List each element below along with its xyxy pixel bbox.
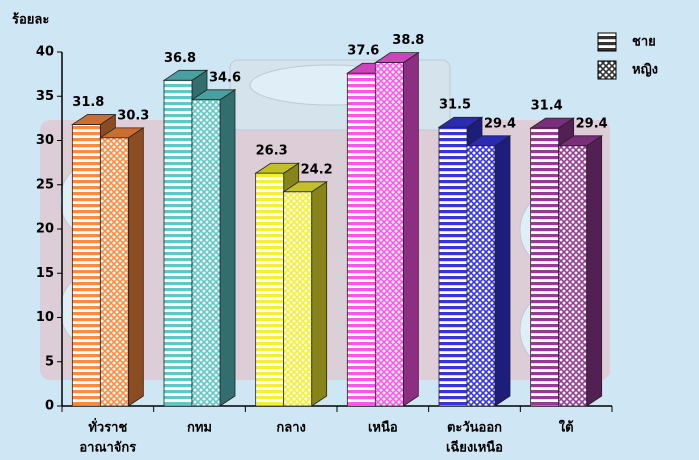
- bar: [99, 137, 129, 407]
- bar-side: [311, 181, 328, 407]
- value-label: 29.4: [576, 116, 608, 131]
- value-label: 31.8: [72, 95, 104, 110]
- bar-side: [494, 135, 511, 407]
- y-tick-label: 25: [36, 177, 54, 192]
- y-tick-label: 40: [36, 45, 54, 60]
- value-label: 26.3: [256, 144, 288, 159]
- value-label: 38.8: [392, 33, 424, 48]
- x-tick-label: เฉียงเหนือ: [446, 440, 503, 456]
- value-label: 34.6: [209, 70, 241, 85]
- bar: [530, 127, 560, 407]
- legend-swatch: [597, 32, 617, 52]
- y-tick-label: 30: [36, 133, 54, 148]
- legend-label: ชาย: [632, 35, 656, 50]
- value-label: 36.8: [164, 51, 196, 66]
- y-axis-title: ร้อยละ: [12, 12, 49, 28]
- x-tick-label: กลาง: [276, 421, 306, 436]
- value-label: 24.2: [301, 162, 333, 177]
- bar: [558, 145, 588, 407]
- value-label: 37.6: [347, 44, 379, 59]
- x-tick-label: ตะวันออก: [447, 421, 502, 436]
- y-tick-label: 5: [45, 354, 54, 369]
- y-tick-label: 15: [36, 266, 54, 281]
- bar: [71, 124, 101, 407]
- x-tick-label: ทั่วราช: [88, 418, 127, 436]
- bar: [283, 191, 313, 407]
- bar: [374, 62, 404, 407]
- x-tick-label: ใต้: [559, 419, 574, 436]
- bar-side: [402, 51, 419, 407]
- bar: [438, 126, 468, 407]
- legend-swatch: [597, 60, 617, 80]
- y-tick-label: 20: [36, 222, 54, 237]
- bar-side: [219, 89, 236, 407]
- y-tick-label: 35: [36, 89, 54, 104]
- bar: [255, 172, 285, 407]
- value-label: 30.3: [117, 108, 149, 123]
- x-tick-label: กทม: [187, 421, 212, 436]
- bar: [346, 72, 376, 407]
- value-label: 31.5: [439, 98, 471, 113]
- x-tick-label: อาณาจักร: [79, 441, 136, 456]
- legend-label: หญิง: [632, 63, 658, 78]
- bar-side: [586, 135, 603, 407]
- y-tick-label: 10: [36, 310, 54, 325]
- x-tick-label: เหนือ: [368, 420, 398, 436]
- y-tick-label: 0: [45, 399, 54, 414]
- bar: [163, 79, 193, 407]
- value-label: 29.4: [484, 116, 516, 131]
- bar-side: [127, 127, 144, 407]
- bar: [191, 99, 221, 407]
- value-label: 31.4: [531, 99, 563, 114]
- bar: [466, 145, 496, 407]
